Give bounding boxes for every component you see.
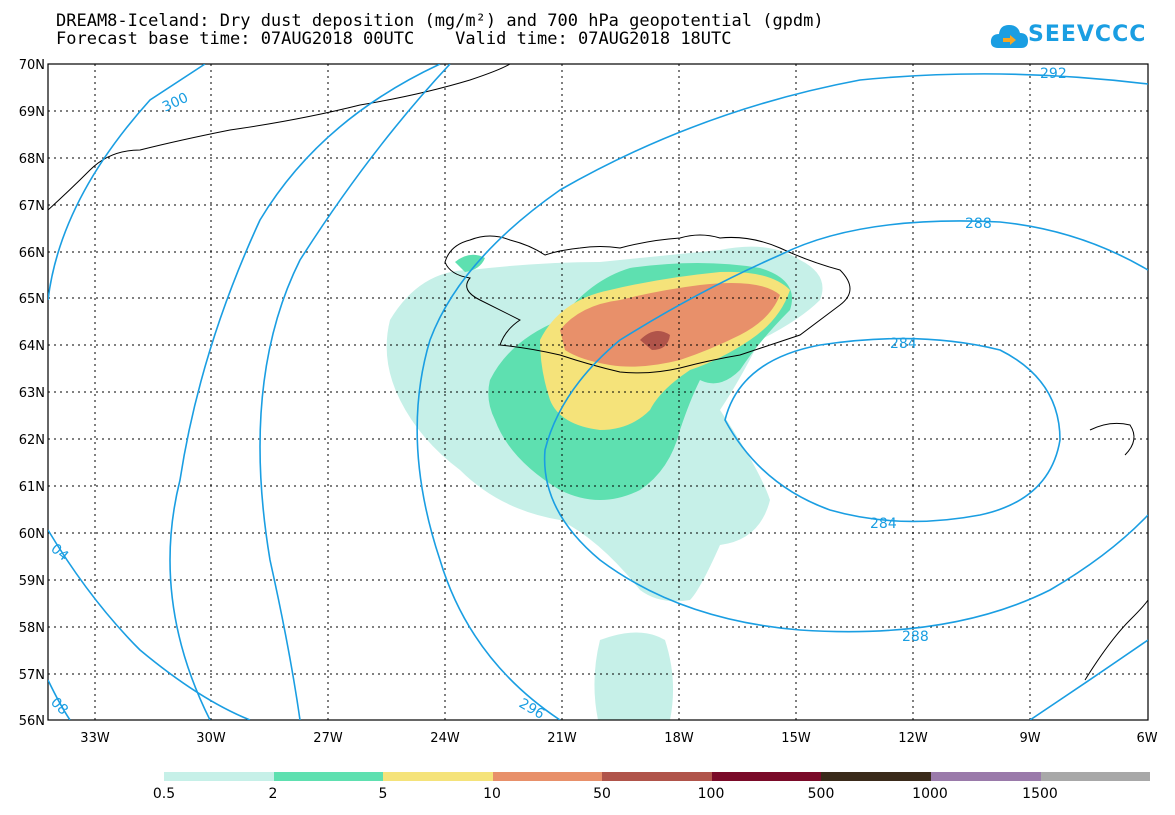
- greenland-coast: [48, 64, 511, 211]
- contour-line: [48, 64, 206, 301]
- lat-label: 56N: [19, 714, 45, 729]
- legend-swatch: [273, 772, 384, 781]
- legend-label: 5: [378, 786, 388, 802]
- geopotential-contours: [48, 64, 1148, 720]
- lat-label: 65N: [19, 292, 45, 307]
- contour-label: 288: [965, 216, 992, 232]
- legend-label: 500: [807, 786, 835, 802]
- legend-swatch: [711, 772, 822, 781]
- lat-label: 63N: [19, 386, 45, 401]
- contour-line: [48, 679, 71, 720]
- lon-label: 6W: [1136, 731, 1157, 746]
- lat-label: 60N: [19, 527, 45, 542]
- contour-line: [48, 529, 251, 720]
- map-title: DREAM8-Iceland: Dry dust deposition (mg/…: [56, 11, 824, 31]
- contour-line: [724, 337, 1061, 523]
- contour-label: 284: [870, 516, 897, 532]
- cloud-icon: [990, 25, 1028, 48]
- coastlines: [48, 64, 1148, 681]
- lat-label: 62N: [19, 433, 45, 448]
- legend-label: 100: [697, 786, 725, 802]
- lon-label: 21W: [547, 731, 577, 746]
- lat-label: 68N: [19, 152, 45, 167]
- legend-label: 2: [268, 786, 278, 802]
- lat-labels: 70N 69N 68N 67N 66N 65N 64N 63N 62N 61N …: [19, 58, 45, 729]
- legend-swatch: [492, 772, 603, 781]
- contour-label: 300: [160, 90, 191, 116]
- contour-label: 296: [516, 696, 547, 723]
- lon-label: 15W: [781, 731, 811, 746]
- contour-label: 284: [890, 336, 917, 352]
- lon-labels: 33W 30W 27W 24W 21W 18W 15W 12W 9W 6W: [80, 731, 1157, 746]
- legend-swatch: [164, 772, 274, 781]
- lat-label: 69N: [19, 105, 45, 120]
- contour-line: [259, 64, 451, 720]
- logo-text: SEEVCCC: [1028, 22, 1147, 47]
- lat-label: 58N: [19, 621, 45, 636]
- lon-label: 18W: [664, 731, 694, 746]
- faroe-shetland-coast: [1084, 599, 1148, 681]
- lat-label: 57N: [19, 668, 45, 683]
- contour-line: [169, 64, 441, 720]
- map-subtitle: Forecast base time: 07AUG2018 00UTC Vali…: [56, 29, 732, 49]
- legend-swatch: [930, 772, 1041, 781]
- lon-label: 12W: [898, 731, 928, 746]
- lat-label: 64N: [19, 339, 45, 354]
- contour-label: 288: [902, 629, 929, 645]
- seevccc-logo: SEEVCCC: [990, 18, 1160, 58]
- lat-label: 67N: [19, 199, 45, 214]
- legend-swatch: [1040, 772, 1151, 781]
- lat-label: 66N: [19, 246, 45, 261]
- legend-label: 10: [483, 786, 501, 802]
- legend-label: 50: [593, 786, 611, 802]
- contour-line: [1029, 639, 1148, 720]
- color-legend: [164, 772, 1151, 781]
- contour-label: 292: [1040, 66, 1067, 82]
- dust-shading: [386, 246, 823, 720]
- legend-swatch: [602, 772, 712, 781]
- lat-label: 61N: [19, 480, 45, 495]
- iceland-coast: [444, 234, 851, 374]
- legend-label: 1500: [1022, 786, 1058, 802]
- lat-label: 59N: [19, 574, 45, 589]
- contour-line: [543, 220, 1148, 633]
- legend-label: 1000: [912, 786, 948, 802]
- lon-label: 24W: [430, 731, 460, 746]
- legend-label: 0.5: [152, 786, 176, 802]
- lon-label: 27W: [313, 731, 343, 746]
- lon-label: 9W: [1019, 731, 1040, 746]
- lat-label: 70N: [19, 58, 45, 73]
- legend-swatch: [821, 772, 931, 781]
- lon-label: 30W: [196, 731, 226, 746]
- norway-coast: [1089, 422, 1135, 456]
- contour-line: [416, 73, 1148, 720]
- legend-swatch: [383, 772, 493, 781]
- lon-label: 33W: [80, 731, 110, 746]
